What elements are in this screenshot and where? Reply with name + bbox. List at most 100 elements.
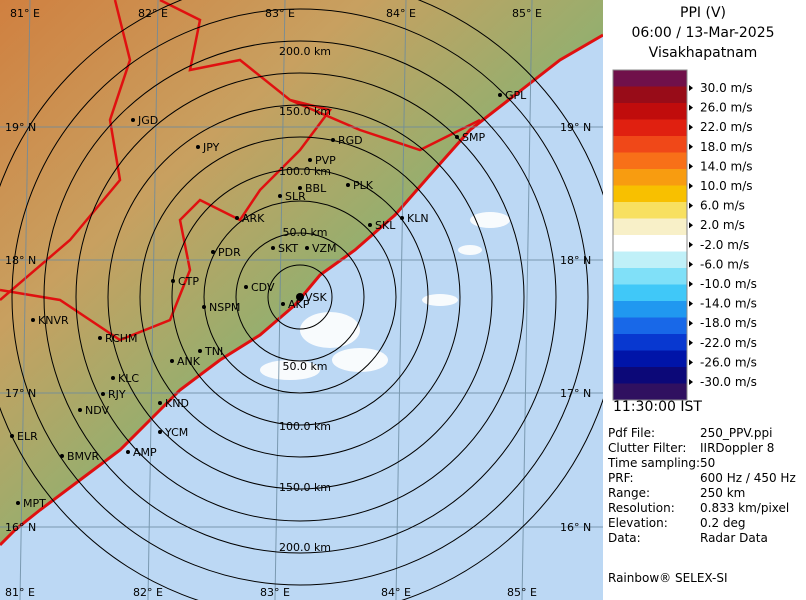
info-value: 250_PPV.ppi	[700, 426, 772, 440]
range-ring	[171, 168, 429, 426]
city-dot	[126, 450, 130, 454]
range-ring	[75, 72, 525, 522]
legend-label: 30.0 m/s	[700, 81, 753, 95]
lon-label: 82° E	[133, 586, 163, 599]
city-dot	[60, 454, 64, 458]
legend-swatch	[613, 301, 687, 318]
legend-tick	[689, 339, 693, 346]
city-label: RJY	[108, 388, 126, 401]
radar-site	[296, 293, 304, 301]
info-key: Clutter Filter:	[608, 441, 686, 455]
meridian	[521, 0, 533, 600]
lon-label: 84° E	[381, 586, 411, 599]
city-dot	[244, 285, 248, 289]
ring-label: 150.0 km	[279, 481, 331, 494]
city-dot	[101, 392, 105, 396]
legend-swatch	[613, 367, 687, 384]
lat-label: 18° N	[5, 254, 36, 267]
time: 11:30:00 IST	[613, 399, 702, 415]
legend-label: 2.0 m/s	[700, 218, 745, 232]
meridian	[147, 0, 159, 600]
city-label: RGD	[338, 134, 363, 147]
legend-label: 6.0 m/s	[700, 199, 745, 213]
legend-frame	[612, 69, 688, 401]
info-value: IIRDoppler 8	[700, 441, 774, 455]
title: PPI (V)	[680, 5, 726, 21]
info-value: 50	[700, 456, 715, 470]
legend-swatch	[613, 136, 687, 153]
city-label: KND	[165, 397, 189, 410]
info-value: 0.2 deg	[700, 516, 746, 530]
legend-label: 10.0 m/s	[700, 179, 753, 193]
city-label: ARK	[242, 212, 265, 225]
city-label: KNVR	[38, 314, 69, 327]
city-dot	[131, 118, 135, 122]
ring-label: 150.0 km	[279, 105, 331, 118]
legend-label: 26.0 m/s	[700, 101, 753, 115]
city-dot	[196, 145, 200, 149]
city-label: SMP	[462, 131, 485, 144]
range-ring	[267, 264, 333, 330]
legend-tick	[689, 261, 693, 268]
legend-label: -10.0 m/s	[700, 277, 757, 291]
city-label: ANK	[177, 355, 201, 368]
legend-tick	[689, 281, 693, 287]
city-label: SLR	[285, 190, 306, 203]
legend-tick	[689, 104, 693, 111]
city-dot	[158, 430, 162, 434]
ring-label: 50.0 km	[282, 360, 327, 373]
city-dot	[170, 359, 174, 363]
legend-tick	[689, 163, 693, 170]
legend-swatch	[613, 383, 687, 401]
lon-label: 83° E	[260, 586, 290, 599]
lat-label: 19° N	[5, 121, 36, 134]
legend-tick	[689, 124, 693, 131]
city-label: BBL	[305, 182, 327, 195]
city-dot	[111, 376, 115, 380]
city-label: NSPM	[209, 301, 240, 314]
city-dot	[455, 135, 459, 139]
legend-label: -2.0 m/s	[700, 238, 749, 252]
city-dot	[16, 501, 20, 505]
city-dot	[305, 246, 309, 250]
city-dot	[368, 223, 372, 227]
info-key: Elevation:	[608, 516, 668, 530]
city-label: JPY	[202, 141, 220, 154]
legend-label: -18.0 m/s	[700, 316, 757, 330]
city-dot	[278, 194, 282, 198]
lat-label: 16° N	[560, 521, 591, 534]
city-label: KLN	[407, 212, 429, 225]
legend-tick	[689, 379, 693, 385]
info-value: Radar Data	[700, 531, 768, 545]
legend-swatch	[613, 119, 687, 137]
city-dot	[10, 434, 14, 438]
lat-label: 17° N	[5, 387, 36, 400]
legend-swatch	[613, 284, 687, 302]
legend-tick	[689, 359, 693, 366]
meridian	[274, 0, 286, 600]
city-label: JGD	[137, 114, 158, 127]
legend-label: 14.0 m/s	[700, 159, 753, 173]
ring-label: 100.0 km	[279, 165, 331, 178]
info-key: Time sampling:	[607, 456, 700, 470]
city-dot	[308, 158, 312, 162]
city-dot	[158, 401, 162, 405]
lon-label: 81° E	[5, 586, 35, 599]
legend-swatch	[613, 334, 687, 351]
city-dot	[202, 305, 206, 309]
range-ring	[203, 200, 397, 394]
city-label: PVP	[315, 154, 336, 167]
city-label: KLC	[118, 372, 139, 385]
legend-tick	[689, 300, 693, 307]
city-label: GPL	[505, 89, 527, 102]
city-dot	[271, 246, 275, 250]
range-ring	[235, 232, 365, 362]
lat-label: 18° N	[560, 254, 591, 267]
lon-label: 83° E	[265, 7, 295, 20]
meridian	[19, 0, 31, 600]
legend-swatch	[613, 86, 687, 104]
range-ring	[43, 40, 557, 554]
city-label: PDR	[218, 246, 241, 259]
meridian	[395, 0, 407, 600]
city-dot	[298, 186, 302, 190]
